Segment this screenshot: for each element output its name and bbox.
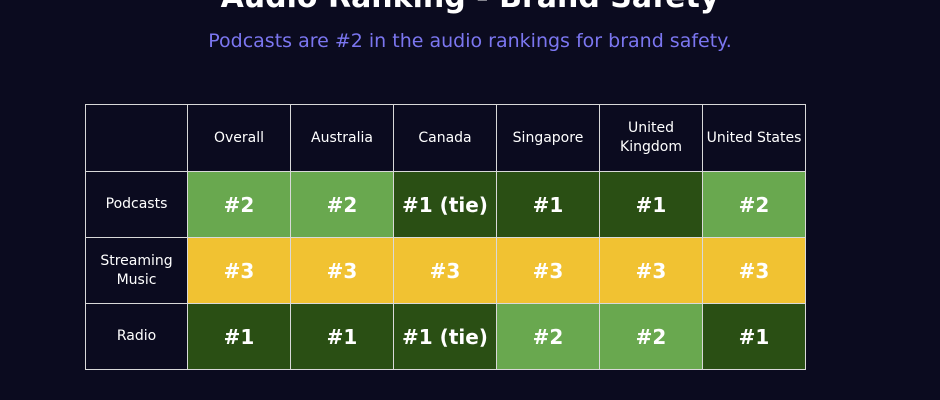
column-header-overall: Overall — [187, 104, 291, 172]
rank-cell: #1 — [702, 303, 806, 370]
page-subtitle: Podcasts are #2 in the audio rankings fo… — [208, 30, 732, 52]
rank-cell: #1 — [496, 171, 600, 238]
ranking-table: Overall Australia Canada Singapore Unite… — [85, 104, 806, 370]
rank-cell: #3 — [187, 237, 291, 304]
rank-cell: #3 — [290, 237, 394, 304]
page-title: Audio Ranking - Brand Safety — [0, 0, 940, 16]
table-row-streaming-music: Streaming Music #3 #3 #3 #3 #3 #3 — [85, 237, 806, 304]
rank-cell: #3 — [393, 237, 497, 304]
column-header-canada: Canada — [393, 104, 497, 172]
rank-cell: #3 — [702, 237, 806, 304]
rank-cell: #2 — [702, 171, 806, 238]
rank-cell: #3 — [599, 237, 703, 304]
rank-cell: #2 — [290, 171, 394, 238]
column-header-singapore: Singapore — [496, 104, 600, 172]
table-row-radio: Radio #1 #1 #1 (tie) #2 #2 #1 — [85, 303, 806, 370]
column-header-united-states: United States — [702, 104, 806, 172]
rank-cell: #3 — [496, 237, 600, 304]
rank-cell: #1 (tie) — [393, 171, 497, 238]
rank-cell: #1 (tie) — [393, 303, 497, 370]
table-row-podcasts: Podcasts #2 #2 #1 (tie) #1 #1 #2 — [85, 171, 806, 238]
rank-cell: #1 — [290, 303, 394, 370]
corner-cell — [85, 104, 188, 172]
row-header-streaming-music: Streaming Music — [85, 237, 188, 304]
rank-cell: #2 — [599, 303, 703, 370]
rank-cell: #2 — [187, 171, 291, 238]
row-header-podcasts: Podcasts — [85, 171, 188, 238]
header-row: Overall Australia Canada Singapore Unite… — [85, 104, 806, 172]
rank-cell: #1 — [599, 171, 703, 238]
rank-cell: #2 — [496, 303, 600, 370]
rank-cell: #1 — [187, 303, 291, 370]
column-header-united-kingdom: United Kingdom — [599, 104, 703, 172]
column-header-australia: Australia — [290, 104, 394, 172]
row-header-radio: Radio — [85, 303, 188, 370]
